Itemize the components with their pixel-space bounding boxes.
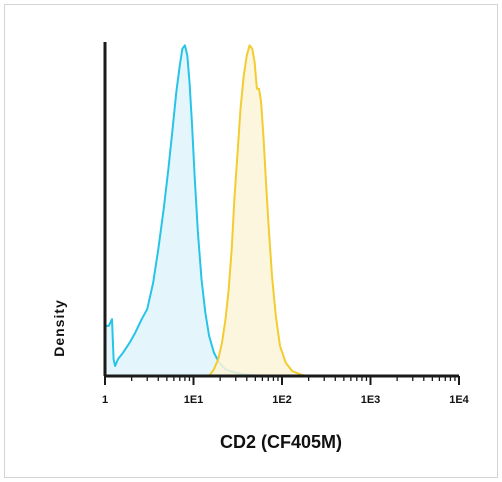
x-tick-label: 1E1 [184,394,204,406]
series-2-fill [209,45,307,377]
series-2-line [208,44,307,377]
x-axis-title: CD2 (CF405M) [220,432,342,452]
x-tick-layer: 1 1E1 1E2 1E3 1E4 [102,376,470,406]
series-1-fill [105,45,271,377]
x-tick-label: 1E3 [361,394,381,406]
y-axis-title: Density [51,299,67,357]
x-tick-label: 1E4 [449,394,469,406]
x-tick-label: 1 [102,394,108,406]
series-layer [105,44,307,377]
x-tick-label: 1E2 [272,394,292,406]
